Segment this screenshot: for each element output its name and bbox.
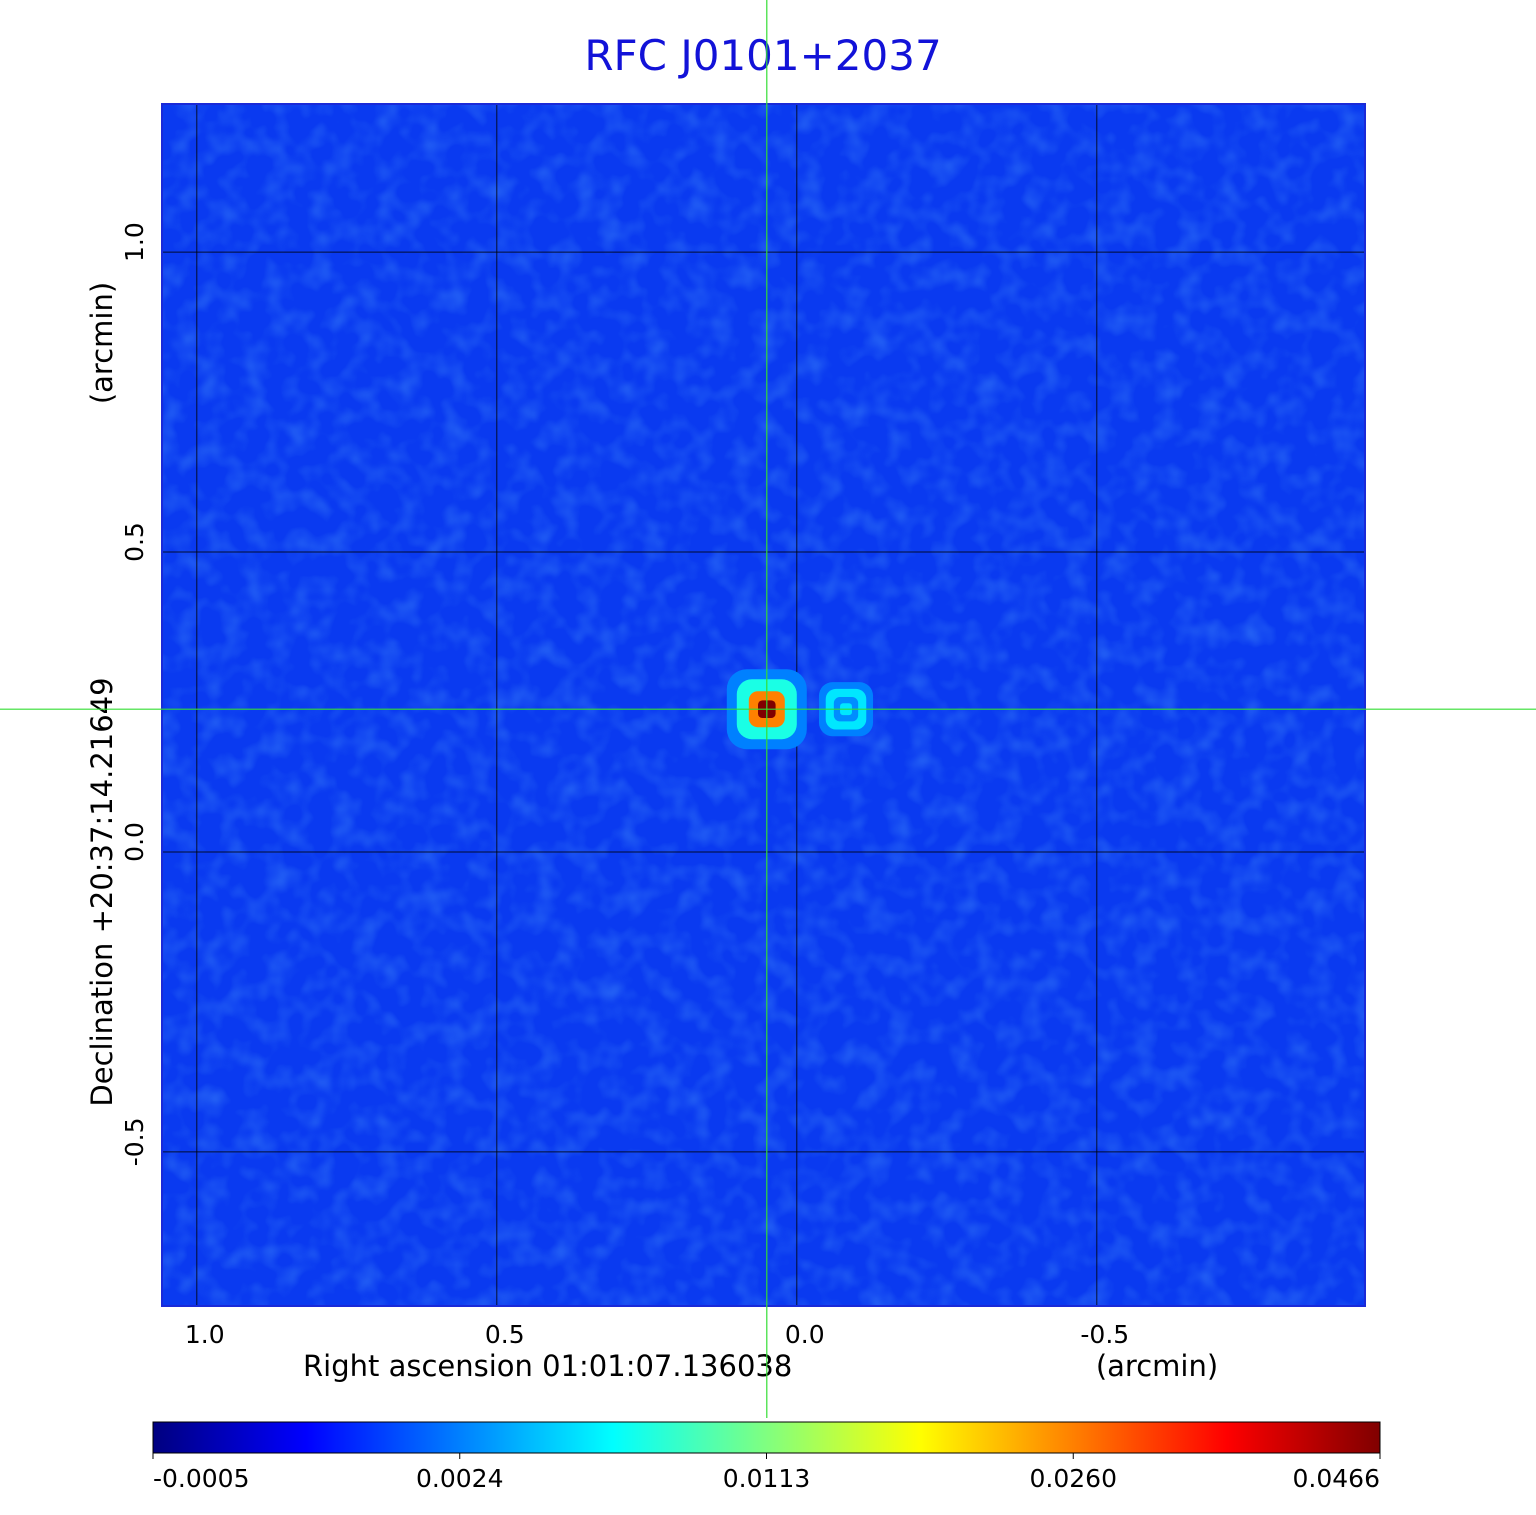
- x-axis-unit: (arcmin): [1096, 1349, 1218, 1383]
- y-tick-label: 1.0: [120, 222, 149, 262]
- colorbar-tick-label: -0.0005: [153, 1464, 250, 1493]
- chart-title: RFC J0101+2037: [584, 31, 941, 80]
- plot-frame: [161, 103, 1366, 1307]
- y-tick-label: -0.5: [120, 1117, 149, 1166]
- y-tick-label: 0.0: [120, 822, 149, 862]
- y-axis-unit: (arcmin): [85, 282, 119, 404]
- x-tick-label: 0.5: [485, 1320, 525, 1349]
- x-tick-label: 0.0: [785, 1320, 825, 1349]
- x-axis-label: Right ascension 01:01:07.136038: [303, 1349, 792, 1383]
- x-tick-label: 1.0: [185, 1320, 225, 1349]
- colorbar-tick-label: 0.0024: [416, 1464, 503, 1493]
- colorbar-tick-label: 0.0260: [1030, 1464, 1117, 1493]
- colorbar: [152, 1421, 1381, 1454]
- y-axis-label: Declination +20:37:14.21649: [85, 677, 119, 1106]
- colorbar-tick-label: 0.0466: [1293, 1464, 1380, 1493]
- x-tick-label: -0.5: [1080, 1320, 1129, 1349]
- y-tick-label: 0.5: [120, 522, 149, 562]
- colorbar-tick-label: 0.0113: [723, 1464, 810, 1493]
